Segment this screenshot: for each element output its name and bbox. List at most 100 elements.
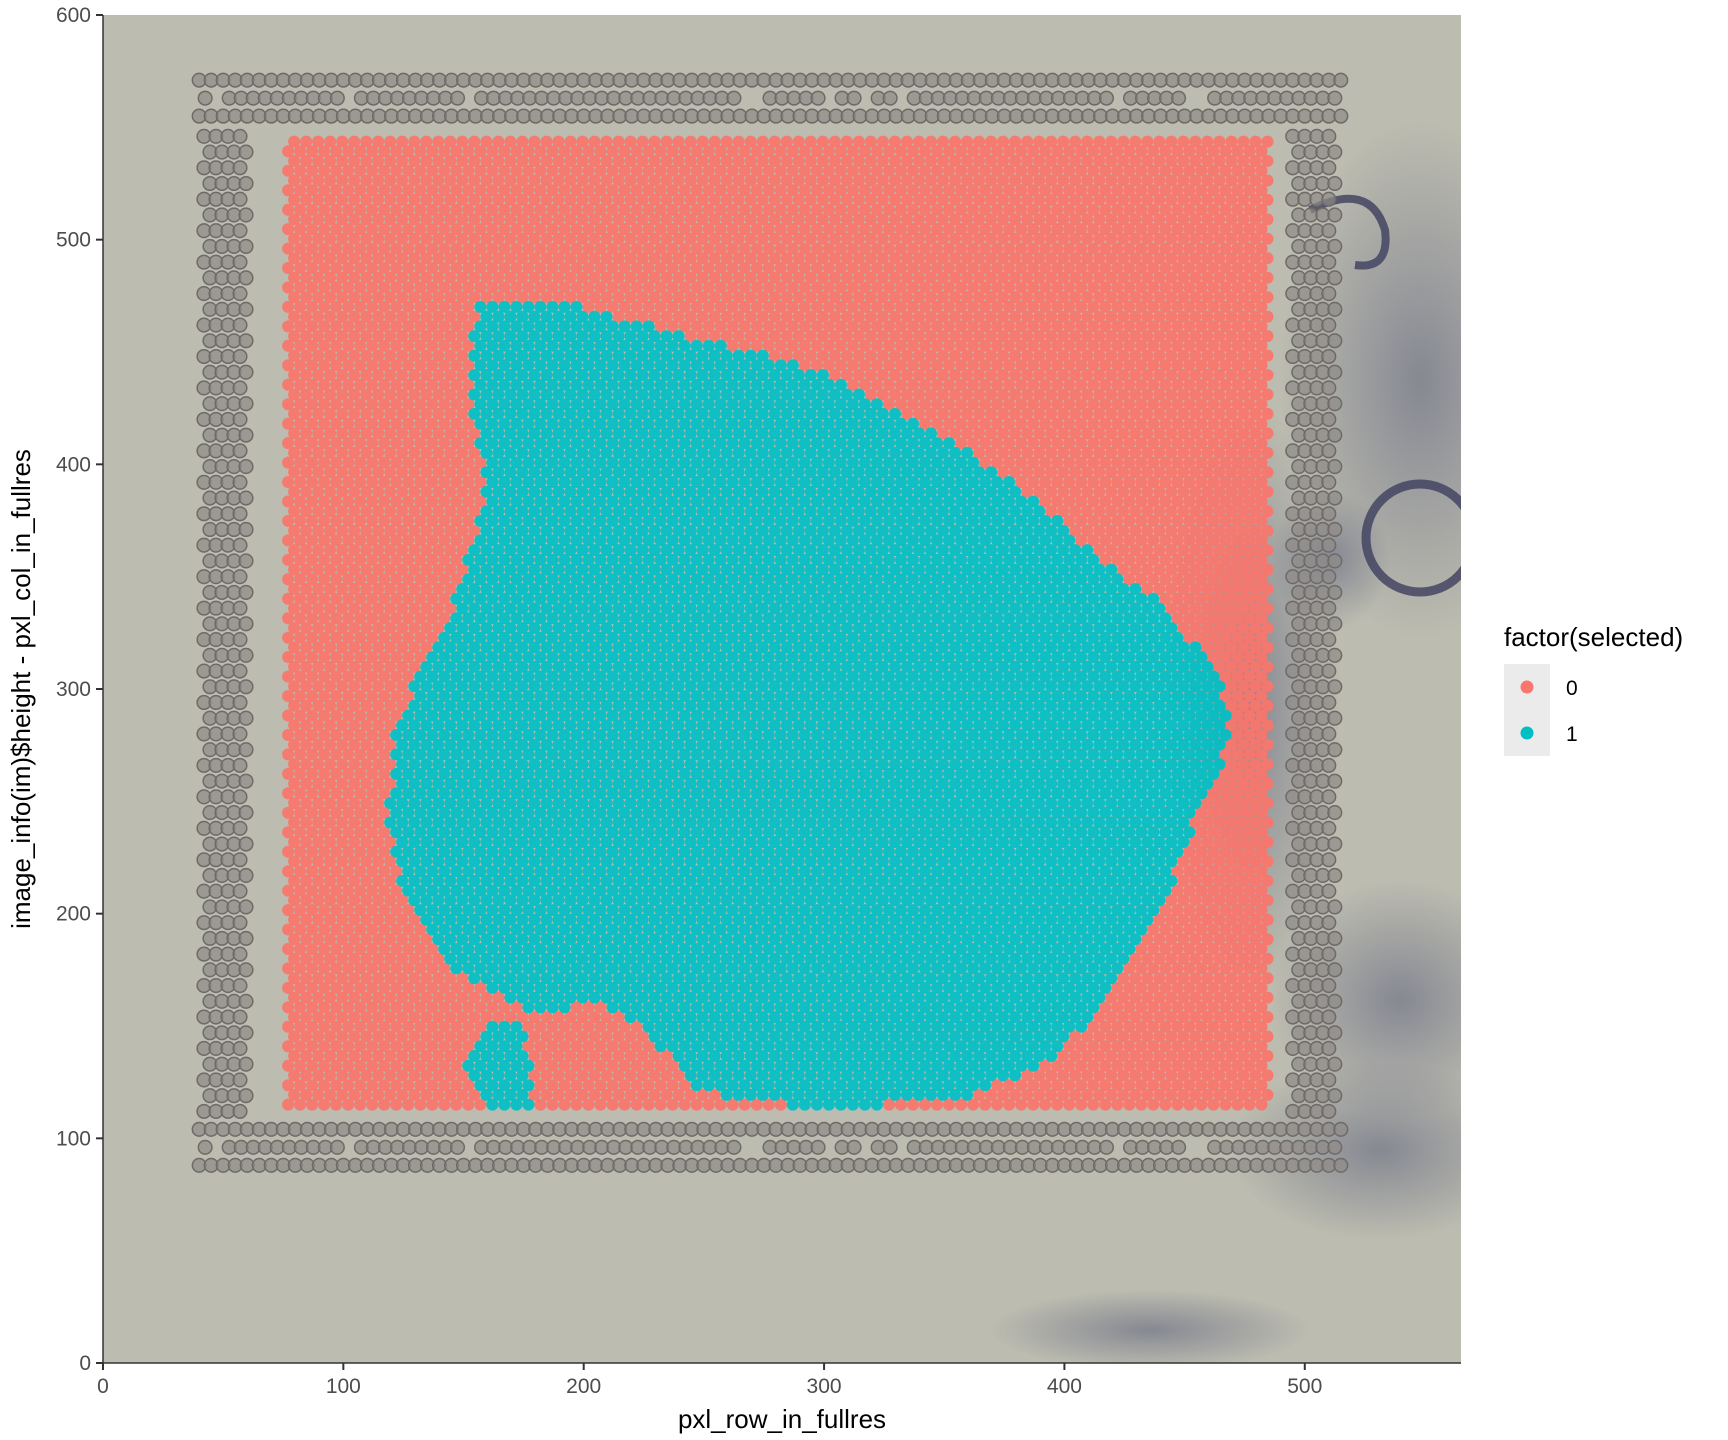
fiducial-spot [239, 994, 253, 1008]
panel [103, 15, 1560, 1370]
fiducial-spot [1328, 932, 1342, 946]
fiducial-spot [1322, 664, 1336, 678]
fiducial-spot [233, 759, 247, 773]
fiducial-spot [1322, 696, 1336, 710]
fiducial-spot [451, 1141, 465, 1155]
fiducial-spot [1328, 743, 1342, 757]
fiducial-spot [233, 1010, 247, 1024]
fiducial-spot [727, 91, 741, 105]
fiducial-spot [233, 821, 247, 835]
fiducial-spot [1334, 73, 1348, 87]
fiducial-spot [1328, 208, 1342, 222]
fiducial-spot [1322, 538, 1336, 552]
fiducial-spot [239, 617, 253, 631]
fiducial-spot [1100, 91, 1114, 105]
fiducial-spot [233, 1105, 247, 1119]
fiducial-spot [233, 1073, 247, 1087]
fiducial-spot [451, 91, 465, 105]
fiducial-spot [1328, 1089, 1342, 1103]
fiducial-spot [1328, 523, 1342, 537]
fiducial-spot [1322, 1105, 1336, 1119]
fiducial-spot [1322, 350, 1336, 364]
fiducial-spot [1328, 774, 1342, 788]
fiducial-spot [239, 460, 253, 474]
fiducial-spot [233, 727, 247, 741]
fiducial-spot [727, 1141, 741, 1155]
fiducial-spot [233, 192, 247, 206]
fiducial-spot [1328, 271, 1342, 285]
fiducial-spot [198, 1141, 212, 1155]
fiducial-spot [1328, 617, 1342, 631]
fiducial-spot [1322, 947, 1336, 961]
fiducial-spot [233, 570, 247, 584]
fiducial-spot [239, 334, 253, 348]
fiducial-spot [1172, 91, 1186, 105]
fiducial-spot [1322, 161, 1336, 175]
fiducial-spot [1322, 979, 1336, 993]
fiducial-spot [1328, 1057, 1342, 1071]
fiducial-spot [1322, 821, 1336, 835]
fiducial-spot [239, 240, 253, 254]
fiducial-spot [1322, 130, 1336, 144]
fiducial-spot [233, 350, 247, 364]
fiducial-spot [1328, 1026, 1342, 1040]
fiducial-spot [1328, 837, 1342, 851]
fiducial-spot [1328, 177, 1342, 191]
fiducial-spot [847, 91, 861, 105]
fiducial-spot [239, 806, 253, 820]
fiducial-spot [233, 1042, 247, 1056]
fiducial-spot [1322, 759, 1336, 773]
fiducial-spot [239, 743, 253, 757]
fiducial-spot [233, 287, 247, 301]
fiducial-spot [239, 554, 253, 568]
fiducial-spot [239, 145, 253, 159]
fiducial-spot [239, 365, 253, 379]
fiducial-spot [239, 649, 253, 663]
fiducial-spot [1322, 1073, 1336, 1087]
fiducial-spot [233, 916, 247, 930]
fiducial-spot [233, 538, 247, 552]
fiducial-spot [233, 507, 247, 521]
fiducial-spot [1328, 240, 1342, 254]
fiducial-spot [239, 1026, 253, 1040]
fiducial-spot [1322, 727, 1336, 741]
fiducial-spot [239, 271, 253, 285]
fiducial-spot [1328, 145, 1342, 159]
fiducial-spot [1328, 963, 1342, 977]
fiducial-spot [1328, 649, 1342, 663]
fiducial-spot [239, 1057, 253, 1071]
fiducial-spot [239, 523, 253, 537]
fiducial-spot [233, 161, 247, 175]
fiducial-spot [1322, 790, 1336, 804]
fiducial-spot [1328, 91, 1342, 105]
fiducial-spot [239, 680, 253, 694]
fiducial-spot [1328, 460, 1342, 474]
fiducial-spot [233, 979, 247, 993]
fiducial-spot [1322, 476, 1336, 490]
fiducial-spot [1328, 491, 1342, 505]
fiducial-spot [233, 633, 247, 647]
fiducial-spot [811, 91, 825, 105]
fiducial-spot [1322, 884, 1336, 898]
fiducial-spot [239, 1089, 253, 1103]
fiducial-spot [233, 318, 247, 332]
fiducial-spot [239, 428, 253, 442]
fiducial-spot [239, 932, 253, 946]
fiducial-spot [233, 224, 247, 238]
fiducial-spot [1322, 1010, 1336, 1024]
fiducial-spot [239, 774, 253, 788]
fiducial-spot [233, 696, 247, 710]
fiducial-spot [1328, 428, 1342, 442]
fiducial-spot [1322, 601, 1336, 615]
fiducial-spot [1322, 318, 1336, 332]
fiducial-spot [883, 91, 897, 105]
fiducial-spot [1322, 192, 1336, 206]
fiducial-spot [239, 869, 253, 883]
fiducial-spot [1322, 1042, 1336, 1056]
fiducial-spot [239, 491, 253, 505]
fiducial-spot [1334, 1123, 1348, 1137]
fiducial-spot [1328, 554, 1342, 568]
fiducial-spot [1328, 994, 1342, 1008]
fiducial-spot [1322, 507, 1336, 521]
fiducial-spot [233, 476, 247, 490]
